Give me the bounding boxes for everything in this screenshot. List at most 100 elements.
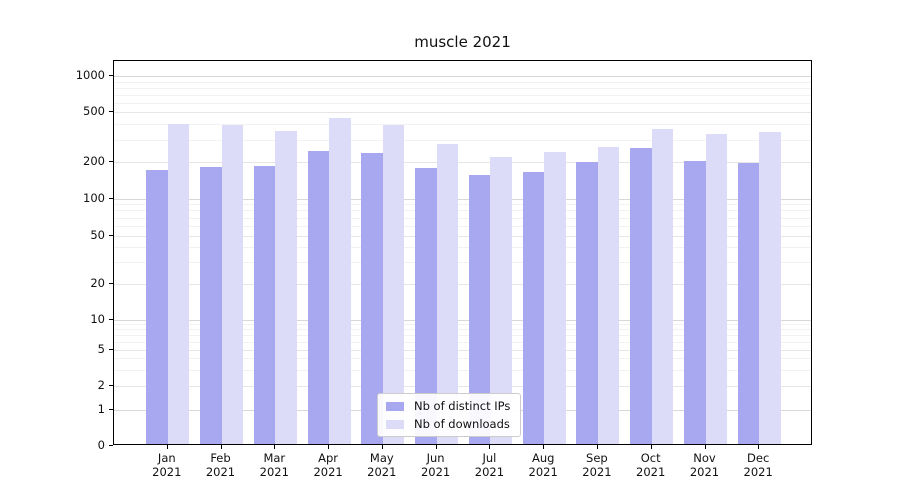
bar-downloads-aug	[544, 151, 566, 444]
x-tick-mark	[435, 445, 437, 449]
legend-swatch-downloads	[386, 419, 404, 429]
y-tick-mark	[109, 197, 113, 199]
legend-row-distinct-ips: Nb of distinct IPs	[386, 399, 510, 413]
gridline-major	[114, 235, 811, 237]
gridline-minor	[114, 94, 811, 96]
x-tick-label-jul: Jul 2021	[474, 451, 505, 479]
bar-downloads-jul	[490, 157, 512, 444]
y-tick-label: 1000	[75, 68, 105, 82]
bar-downloads-mar	[275, 131, 297, 444]
x-tick-mark	[489, 445, 491, 449]
bar-distinct-ips-apr	[307, 151, 330, 444]
gridline-minor	[114, 210, 811, 212]
y-tick-label: 10	[90, 311, 105, 326]
legend-row-downloads: Nb of downloads	[386, 417, 510, 431]
gridline-minor	[114, 87, 811, 89]
x-tick-label-nov: Nov 2021	[689, 451, 720, 479]
chart-title: muscle 2021	[414, 33, 511, 51]
bar-downloads-nov	[705, 133, 727, 444]
x-tick-mark	[274, 445, 276, 449]
gridline-minor	[114, 124, 811, 126]
gridline-major	[114, 283, 811, 285]
y-tick-label: 200	[83, 154, 105, 168]
bar-downloads-feb	[221, 125, 243, 444]
legend-label-distinct-ips: Nb of distinct IPs	[414, 399, 511, 413]
y-tick-mark	[109, 348, 113, 350]
gridline-minor	[114, 341, 811, 343]
gridline-minor	[114, 139, 811, 141]
x-tick-label-oct: Oct 2021	[636, 451, 666, 479]
bar-distinct-ips-mar	[253, 165, 276, 444]
x-tick-mark	[704, 445, 706, 449]
y-tick-mark	[109, 111, 113, 112]
plot-area: Nb of distinct IPs Nb of downloads	[113, 60, 812, 445]
y-tick-mark	[109, 75, 113, 76]
gridline-minor	[114, 329, 811, 331]
x-tick-label-sep: Sep 2021	[582, 451, 612, 479]
gridline-major	[114, 198, 811, 200]
bar-downloads-oct	[651, 128, 674, 444]
gridline-minor	[114, 334, 811, 336]
gridline-minor	[114, 217, 811, 219]
gridline-minor	[114, 225, 811, 227]
y-tick-mark	[109, 318, 113, 320]
y-tick-label: 20	[90, 275, 105, 290]
gridline-minor	[114, 369, 811, 371]
bar-downloads-jan	[167, 124, 190, 444]
x-tick-label-mar: Mar 2021	[259, 451, 289, 479]
gridline-major	[114, 319, 811, 321]
x-tick-mark	[166, 445, 168, 449]
x-tick-label-dec: Dec 2021	[743, 451, 773, 479]
legend-label-downloads: Nb of downloads	[414, 417, 510, 431]
y-tick-label: 1	[97, 402, 105, 416]
y-tick-label: 50	[90, 227, 105, 242]
x-tick-label-apr: Apr 2021	[313, 451, 343, 479]
x-tick-mark	[328, 445, 330, 449]
bar-distinct-ips-feb	[200, 167, 222, 444]
bar-distinct-ips-jul	[468, 175, 491, 444]
bar-distinct-ips-jun	[415, 168, 437, 444]
y-tick-mark	[109, 385, 113, 386]
gridline-minor	[114, 247, 811, 249]
x-tick-mark	[758, 445, 760, 449]
gridline-minor	[114, 102, 811, 104]
gridline-major	[114, 112, 811, 113]
bar-distinct-ips-sep	[576, 161, 598, 444]
bar-downloads-dec	[759, 131, 781, 444]
y-tick-mark	[109, 444, 113, 446]
x-tick-mark	[381, 445, 383, 449]
gridline-major	[114, 386, 811, 387]
y-tick-mark	[109, 234, 113, 236]
x-tick-label-jun: Jun 2021	[420, 451, 451, 479]
gridline-minor	[114, 81, 811, 83]
bar-distinct-ips-jan	[146, 170, 168, 444]
legend: Nb of distinct IPs Nb of downloads	[377, 393, 522, 437]
bar-distinct-ips-oct	[630, 148, 652, 444]
gridline-minor	[114, 262, 811, 264]
bar-distinct-ips-dec	[737, 162, 760, 444]
gridline-minor	[114, 324, 811, 326]
gridline-minor	[114, 204, 811, 206]
bar-downloads-sep	[597, 147, 620, 444]
y-tick-label: 5	[97, 341, 105, 356]
gridline-major	[114, 162, 811, 163]
bar-distinct-ips-may	[361, 153, 383, 444]
y-tick-mark	[109, 161, 113, 162]
x-tick-mark	[220, 445, 222, 449]
gridline-major	[114, 349, 811, 351]
bar-downloads-jun	[436, 143, 459, 444]
x-tick-label-may: May 2021	[367, 451, 397, 479]
gridline-major	[114, 76, 811, 77]
x-tick-mark	[543, 445, 545, 449]
x-tick-label-feb: Feb 2021	[205, 451, 236, 479]
y-tick-mark	[109, 409, 113, 410]
y-tick-mark	[109, 282, 113, 284]
gridline-minor	[114, 358, 811, 360]
bar-downloads-may	[382, 124, 405, 444]
x-tick-label-jan: Jan 2021	[152, 451, 182, 479]
y-tick-label: 500	[83, 104, 105, 118]
y-tick-label: 100	[83, 190, 105, 205]
x-tick-mark	[650, 445, 652, 449]
x-tick-label-aug: Aug 2021	[528, 451, 558, 479]
